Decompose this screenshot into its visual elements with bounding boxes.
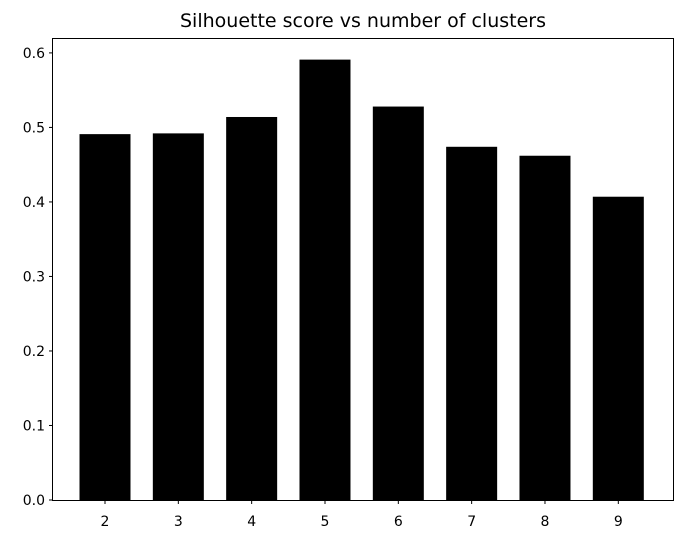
x-tick-label-6: 6 — [394, 514, 403, 530]
y-tick-label-6: 0.6 — [23, 46, 45, 62]
bar-8 — [519, 155, 571, 501]
y-tick-label-0: 0.0 — [23, 493, 45, 509]
bar-5 — [299, 59, 351, 501]
bar-7 — [446, 146, 498, 501]
y-tick-label-1: 0.1 — [23, 418, 45, 434]
bars-group — [79, 59, 644, 501]
bar-2 — [79, 134, 131, 500]
x-tick-label-7: 7 — [467, 514, 476, 530]
bar-6 — [372, 106, 424, 501]
x-tick-label-2: 2 — [101, 514, 110, 530]
bar-9 — [592, 196, 644, 500]
x-axis-ticks: 2 3 4 5 6 7 8 9 — [101, 500, 623, 530]
plot-area-frame — [52, 38, 674, 501]
x-tick-label-5: 5 — [321, 514, 330, 530]
y-tick-label-2: 0.2 — [23, 344, 45, 360]
y-tick-label-3: 0.3 — [23, 269, 45, 285]
x-tick-label-9: 9 — [614, 514, 623, 530]
x-tick-label-4: 4 — [247, 514, 256, 530]
y-tick-label-5: 0.5 — [23, 120, 45, 136]
chart-title: Silhouette score vs number of clusters — [180, 10, 546, 32]
bar-4 — [226, 116, 278, 501]
x-tick-label-8: 8 — [541, 514, 550, 530]
y-axis-ticks: 0.0 0.1 0.2 0.3 0.4 0.5 0.6 — [23, 46, 53, 509]
bar-3 — [152, 133, 204, 500]
x-tick-label-3: 3 — [174, 514, 183, 530]
y-tick-label-4: 0.4 — [23, 195, 45, 211]
